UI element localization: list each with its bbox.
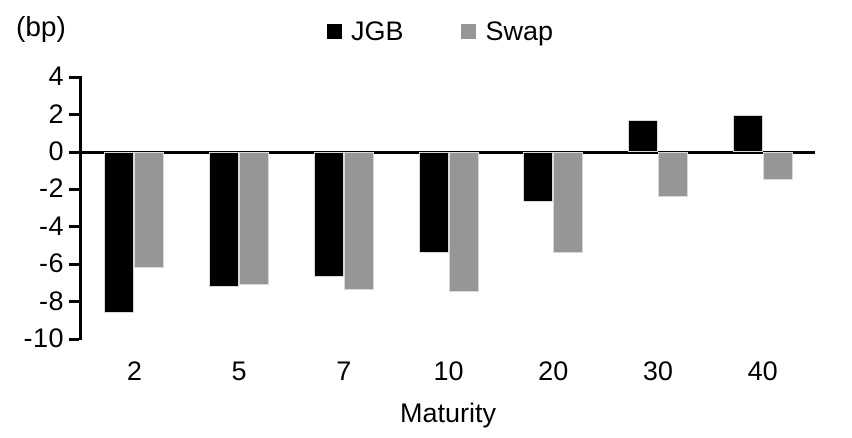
- y-axis-tick: [69, 225, 79, 229]
- swap-bar-30: [657, 152, 688, 197]
- legend-label-swap: Swap: [485, 16, 554, 46]
- jgb-bar-10: [418, 152, 449, 253]
- y-axis-line: [79, 76, 82, 340]
- jgb-bar-5: [209, 152, 240, 287]
- y-axis-tick-label: -2: [38, 173, 64, 204]
- x-axis-category-label: 30: [642, 356, 673, 386]
- y-axis-unit-label: (bp): [16, 11, 66, 42]
- legend-item-swap: Swap: [461, 16, 553, 47]
- swap-bar-7: [343, 152, 374, 291]
- x-axis-category-label: 7: [336, 356, 352, 386]
- jgb-legend-swatch-icon: [326, 24, 342, 39]
- y-axis-tick-label: 2: [48, 98, 64, 129]
- legend: JGB Swap: [0, 16, 852, 47]
- x-axis-category-label: 5: [231, 356, 247, 386]
- y-axis-tick: [69, 300, 79, 304]
- jgb-bar-40: [732, 114, 763, 152]
- x-axis-category-label: 20: [538, 356, 569, 386]
- swap-bar-20: [553, 152, 584, 253]
- y-axis-tick-label: -10: [23, 322, 64, 353]
- swap-bar-10: [448, 152, 479, 293]
- swap-bar-40: [762, 152, 793, 181]
- y-axis-tick: [69, 150, 79, 154]
- jgb-bar-30: [627, 120, 658, 152]
- legend-item-jgb: JGB: [326, 16, 404, 47]
- swap-bar-2: [134, 152, 165, 268]
- y-axis-tick-label: -4: [38, 210, 64, 241]
- y-axis-tick-label: -6: [38, 248, 64, 279]
- jgb-bar-2: [104, 152, 135, 313]
- x-axis-title: Maturity: [399, 398, 497, 428]
- jgb-bar-20: [523, 152, 554, 203]
- y-axis-tick: [69, 337, 79, 341]
- y-axis-tick: [69, 75, 79, 79]
- y-axis-tick-label: 0: [48, 135, 64, 166]
- swap-bar-5: [239, 152, 270, 285]
- y-axis-tick: [69, 187, 79, 191]
- legend-label-jgb: JGB: [350, 16, 404, 46]
- swap-legend-swatch-icon: [461, 24, 477, 39]
- x-axis-category-label: 10: [433, 356, 464, 386]
- x-axis-category-label: 2: [126, 356, 142, 386]
- y-axis-tick-label: 4: [48, 61, 64, 92]
- y-axis-tick-label: -8: [38, 285, 64, 316]
- y-axis-tick: [69, 262, 79, 266]
- y-axis-tick: [69, 113, 79, 117]
- x-axis-category-label: 40: [747, 356, 778, 386]
- jgb-bar-7: [313, 152, 344, 278]
